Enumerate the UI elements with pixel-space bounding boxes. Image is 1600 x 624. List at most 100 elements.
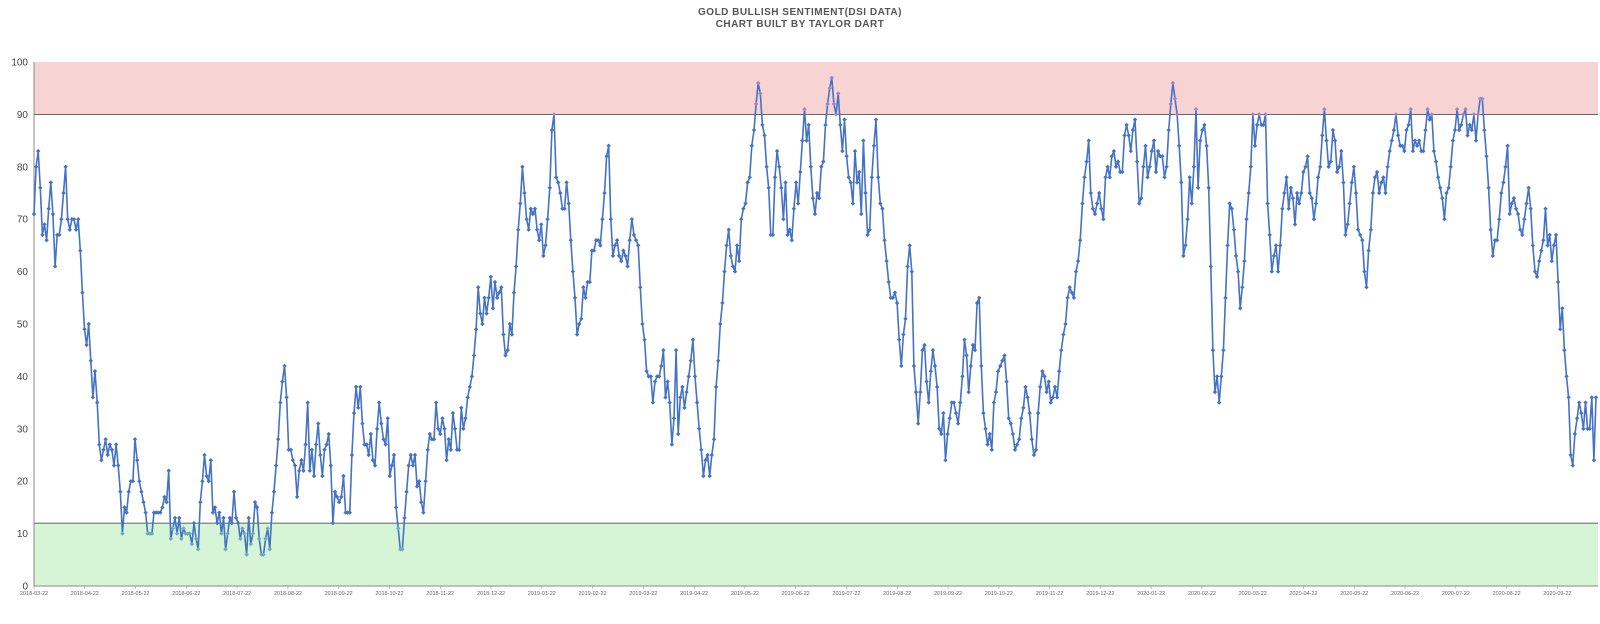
- data-point: [1503, 164, 1508, 169]
- data-point: [318, 452, 323, 458]
- data-point: [149, 531, 155, 536]
- data-point: [878, 201, 883, 206]
- data-point: [214, 520, 220, 526]
- data-point: [368, 431, 373, 437]
- data-point: [385, 416, 390, 421]
- y-tick-label: 10: [17, 529, 29, 540]
- data-point: [1518, 227, 1523, 232]
- data-point: [1280, 206, 1285, 211]
- data-point: [448, 447, 453, 453]
- data-point: [747, 175, 752, 180]
- data-point: [1029, 437, 1034, 442]
- data-point: [979, 363, 984, 369]
- x-tick-label: 2019-10-22: [985, 591, 1013, 597]
- data-point: [566, 201, 571, 206]
- data-point: [1452, 127, 1458, 133]
- data-point: [1463, 107, 1468, 112]
- data-point: [650, 400, 656, 405]
- data-point: [421, 510, 426, 515]
- data-point: [160, 505, 165, 510]
- data-point: [652, 379, 658, 384]
- data-point: [229, 520, 235, 526]
- data-point: [1534, 274, 1540, 280]
- data-point: [353, 384, 359, 390]
- data-point: [294, 494, 300, 500]
- x-tick-label: 2018-04-22: [71, 591, 99, 597]
- data-point: [806, 122, 811, 128]
- data-point: [126, 489, 131, 494]
- data-point: [130, 479, 136, 484]
- data-point: [1025, 395, 1030, 400]
- data-point: [217, 510, 222, 515]
- data-point: [688, 358, 693, 363]
- data-point: [92, 369, 98, 374]
- data-point: [1170, 80, 1176, 86]
- data-point: [372, 463, 378, 468]
- data-point: [581, 285, 586, 290]
- data-point: [240, 526, 245, 531]
- data-point: [633, 238, 639, 243]
- data-point: [480, 321, 485, 327]
- data-point: [221, 515, 226, 521]
- x-tick-label: 2020-03-22: [1239, 591, 1267, 597]
- data-point: [80, 290, 85, 295]
- data-point: [981, 410, 986, 416]
- data-point: [1313, 201, 1319, 206]
- data-point: [833, 112, 839, 117]
- data-point: [271, 489, 277, 494]
- data-point: [463, 416, 468, 421]
- data-point: [406, 463, 411, 468]
- data-point: [113, 442, 119, 447]
- data-point: [920, 348, 925, 353]
- data-point: [1105, 164, 1110, 169]
- data-point: [1021, 405, 1026, 411]
- x-tick-label: 2018-06-22: [172, 591, 200, 597]
- data-point: [897, 337, 902, 342]
- data-point: [1113, 164, 1119, 169]
- y-tick-label: 100: [11, 58, 28, 69]
- data-point: [814, 190, 820, 196]
- data-point: [694, 400, 700, 405]
- data-point: [610, 253, 616, 259]
- data-point: [494, 295, 500, 301]
- data-point: [1257, 112, 1262, 117]
- data-point: [918, 389, 923, 395]
- data-point: [444, 458, 449, 463]
- data-point: [1172, 96, 1178, 101]
- data-point: [120, 531, 125, 536]
- data-point: [330, 520, 336, 526]
- data-point: [233, 515, 239, 521]
- data-point: [1145, 175, 1150, 180]
- data-point: [436, 426, 441, 432]
- data-point: [859, 211, 864, 217]
- data-point: [84, 342, 89, 348]
- data-point: [1410, 148, 1416, 154]
- data-point: [644, 369, 649, 374]
- data-point: [1111, 148, 1117, 154]
- data-point: [591, 248, 597, 253]
- data-point: [838, 122, 843, 128]
- data-point: [720, 300, 725, 306]
- data-point: [1120, 169, 1125, 175]
- data-point: [958, 400, 963, 405]
- data-point: [326, 431, 331, 437]
- data-point: [1124, 122, 1129, 128]
- data-point: [962, 337, 967, 342]
- data-point: [1151, 138, 1157, 143]
- data-point: [543, 243, 548, 248]
- y-tick-label: 0: [22, 582, 28, 593]
- data-point: [61, 190, 66, 196]
- data-point: [869, 175, 874, 180]
- data-point: [1454, 107, 1460, 112]
- data-point: [1162, 175, 1167, 180]
- data-point: [299, 458, 304, 463]
- data-point: [972, 348, 978, 353]
- data-point: [718, 321, 723, 327]
- data-point: [570, 269, 576, 274]
- data-point: [1448, 164, 1453, 169]
- data-point: [871, 143, 877, 148]
- data-point: [473, 327, 479, 332]
- data-point: [572, 295, 578, 301]
- data-point: [659, 363, 664, 369]
